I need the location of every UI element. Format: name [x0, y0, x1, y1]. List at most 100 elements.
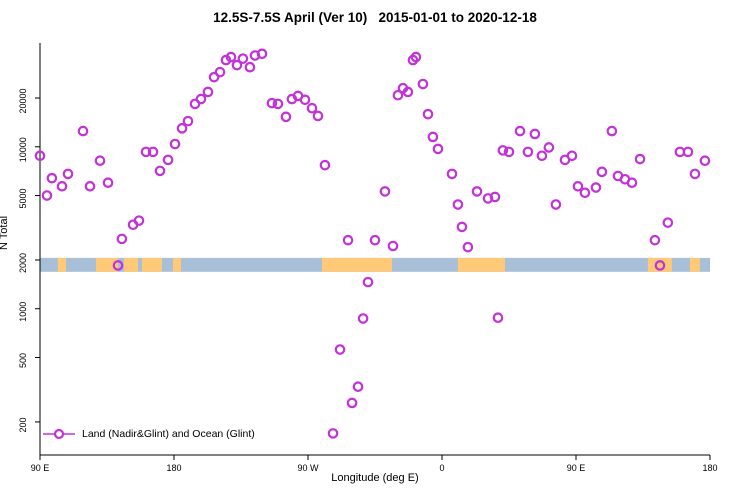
data-point — [154, 165, 166, 177]
data-point — [299, 94, 311, 106]
data-point — [456, 221, 468, 233]
data-point — [176, 123, 188, 134]
map-band-land — [123, 257, 138, 272]
data-point — [402, 86, 414, 98]
data-point — [306, 102, 318, 114]
data-point — [102, 177, 114, 189]
data-point — [62, 168, 74, 180]
data-point — [312, 110, 324, 122]
data-point — [46, 172, 58, 184]
legend-marker-icon — [43, 428, 75, 440]
data-point — [256, 48, 268, 60]
data-point — [432, 143, 444, 155]
data-point — [77, 125, 89, 137]
data-point — [410, 51, 422, 63]
data-point — [497, 145, 509, 156]
data-point — [689, 168, 701, 180]
map-band-land — [141, 257, 162, 272]
data-point — [699, 155, 711, 167]
data-point — [606, 125, 618, 137]
data-point — [334, 344, 346, 355]
data-point — [392, 89, 404, 101]
data-point — [579, 187, 591, 199]
data-point — [362, 276, 374, 288]
data-point — [112, 260, 124, 271]
data-point — [346, 397, 358, 409]
data-point — [56, 181, 68, 192]
data-point — [492, 312, 504, 324]
data-point — [140, 146, 152, 158]
data-point — [84, 181, 96, 192]
map-band-land — [57, 257, 67, 272]
data-point — [543, 142, 555, 153]
data-point — [169, 138, 181, 150]
data-point — [662, 217, 674, 228]
data-point — [572, 181, 584, 192]
x-axis-label: Longitude (deg E) — [331, 472, 419, 484]
y-tick-label: 1000 — [18, 302, 28, 322]
data-point — [319, 159, 331, 171]
data-point — [244, 61, 256, 73]
data-point — [231, 59, 243, 71]
x-tick-label: 90 E — [567, 463, 586, 473]
data-point — [462, 241, 474, 253]
data-point — [266, 97, 278, 109]
data-point — [237, 53, 249, 64]
x-tick-label: 0 — [439, 463, 444, 473]
x-tick-label: 90 E — [31, 463, 50, 473]
map-band-land — [457, 257, 505, 272]
data-point — [342, 234, 354, 246]
y-tick-label: 200 — [18, 417, 28, 432]
data-point — [522, 146, 534, 158]
legend: Land (Nadir&Glint) and Ocean (Glint) — [42, 428, 255, 440]
data-point — [536, 150, 548, 162]
data-point — [503, 146, 515, 158]
data-point — [596, 166, 608, 178]
data-point — [566, 150, 578, 162]
data-point — [471, 186, 483, 197]
data-point — [202, 86, 214, 98]
data-point — [352, 381, 364, 393]
y-tick-label: 10000 — [18, 137, 28, 162]
data-point — [634, 153, 646, 165]
data-point — [162, 154, 174, 166]
data-point — [195, 93, 207, 105]
map-band-land — [321, 257, 392, 272]
data-point — [452, 199, 464, 210]
y-tick-label: 20000 — [18, 89, 28, 114]
data-point — [327, 428, 339, 439]
map-band-land — [95, 257, 119, 272]
data-point — [387, 240, 399, 252]
data-point — [147, 146, 159, 158]
data-point — [214, 66, 226, 78]
data-point — [369, 234, 381, 246]
x-tick-label: 180 — [702, 463, 717, 473]
y-tick-label: 2000 — [18, 253, 28, 273]
data-point — [446, 168, 458, 180]
x-tick-label: 180 — [166, 463, 181, 473]
data-point — [654, 260, 666, 271]
data-point — [489, 191, 501, 203]
data-point — [417, 78, 429, 90]
data-point — [208, 71, 220, 83]
data-point — [626, 177, 638, 189]
data-point — [482, 193, 494, 204]
data-point — [133, 215, 145, 226]
data-point — [116, 233, 128, 245]
chart-title: 12.5S-7.5S April (Ver 10) 2015-01-01 to … — [213, 10, 537, 25]
data-point — [280, 111, 292, 123]
data-point — [182, 115, 194, 127]
data-point — [379, 186, 391, 197]
map-band-land — [172, 257, 181, 272]
data-point — [682, 146, 694, 158]
data-point — [590, 182, 602, 193]
data-point — [649, 234, 661, 246]
data-point — [41, 190, 53, 201]
data-point — [357, 313, 369, 324]
data-point — [427, 131, 439, 143]
x-tick-label: 90 W — [297, 463, 319, 473]
map-band-land — [647, 257, 672, 272]
y-tick-label: 500 — [18, 353, 28, 368]
